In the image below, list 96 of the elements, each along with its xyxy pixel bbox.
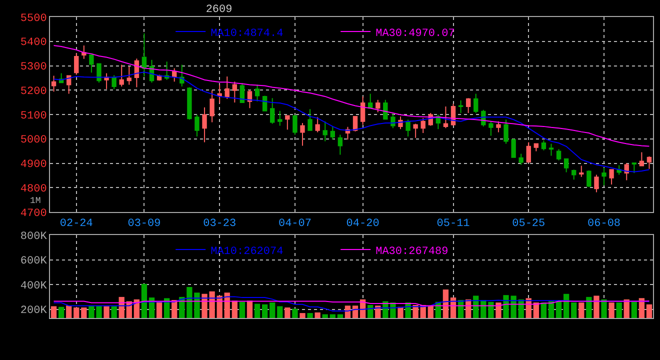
candlestick: [420, 118, 426, 134]
candlestick: [548, 143, 554, 156]
legend-label: MA30:267489: [376, 246, 448, 258]
legend-label: MA10:4874.4: [210, 28, 284, 40]
candlestick: [602, 167, 606, 186]
x-tick-label: 03-09: [128, 218, 161, 230]
y-tick-label: 200K: [20, 305, 48, 318]
candlestick: [210, 90, 214, 123]
candlestick: [66, 75, 72, 94]
candlestick: [300, 122, 305, 146]
candlestick: [541, 140, 546, 151]
y-tick-label: 5300: [20, 62, 47, 74]
candlestick: [564, 158, 569, 173]
candlestick: [616, 164, 622, 176]
candlestick: [639, 152, 644, 166]
candlestick: [632, 162, 636, 174]
candlestick: [556, 148, 562, 161]
candlestick: [458, 100, 464, 114]
candlestick: [224, 76, 230, 100]
x-tick-label: 06-08: [588, 218, 621, 230]
candlestick: [646, 156, 652, 170]
candlestick: [518, 153, 524, 166]
y-tick-label: 5000: [20, 134, 47, 147]
candlestick: [232, 81, 238, 104]
candlestick: [89, 54, 94, 74]
candlestick: [368, 93, 373, 109]
y-tick-label: 4800: [20, 183, 47, 196]
candlestick: [82, 45, 86, 60]
candlestick: [308, 108, 312, 131]
candlestick: [278, 110, 282, 126]
candlestick: [534, 143, 539, 152]
line-series: [53, 45, 650, 147]
candlestick: [624, 162, 629, 181]
candlestick: [496, 120, 501, 133]
candlestick: [112, 74, 116, 90]
legend-label: MA10:262074: [210, 246, 284, 258]
candlestick: [285, 115, 290, 130]
candlestick: [126, 66, 132, 86]
candlestick: [292, 115, 298, 136]
x-tick-label: 03-23: [203, 218, 236, 230]
y-tick-label: 4700: [20, 208, 47, 220]
candlestick: [488, 120, 494, 136]
candlestick: [254, 84, 260, 102]
candlestick: [119, 64, 124, 87]
candlestick: [526, 142, 531, 163]
candlestick: [51, 75, 56, 92]
text: 1M: [30, 196, 41, 206]
candlestick: [504, 119, 508, 144]
candlestick: [443, 106, 448, 129]
y-tick-label: 800K: [20, 230, 48, 243]
candlestick: [383, 99, 388, 120]
y-tick-label: 5400: [20, 37, 47, 50]
line-series: [53, 72, 650, 172]
x-tick-label: 04-07: [278, 218, 312, 230]
candlestick: [609, 169, 614, 185]
y-tick-label: 400K: [20, 280, 48, 292]
y-tick-label: 4900: [20, 159, 47, 172]
legend-label: MA30:4970.07: [376, 28, 455, 40]
candlestick: [172, 68, 177, 82]
y-tick-label: 5200: [20, 86, 47, 98]
candlestick: [572, 169, 576, 180]
chart-title: 2609: [206, 4, 232, 16]
candlestick: [586, 170, 592, 188]
candlestick: [511, 138, 516, 158]
candlestick: [594, 174, 599, 193]
candlestick: [322, 120, 328, 142]
x-tick-label: 05-25: [512, 218, 546, 230]
candlestick: [338, 134, 343, 156]
candlestick: [360, 96, 366, 126]
candlestick: [247, 89, 252, 109]
candlestick: [270, 98, 275, 124]
x-tick-label: 02-24: [60, 218, 94, 230]
y-tick-label: 5500: [20, 12, 47, 25]
candlestick: [187, 86, 192, 120]
candlestick: [474, 93, 478, 114]
candlestick: [104, 72, 109, 90]
candlestick: [390, 112, 396, 129]
candlestick: [240, 82, 245, 104]
x-tick-label: 04-20: [346, 218, 380, 230]
candlestick: [376, 99, 380, 113]
candlestick: [406, 119, 410, 137]
candlestick: [315, 116, 320, 133]
x-tick-label: 05-11: [436, 218, 470, 230]
candlestick: [74, 52, 79, 76]
y-tick-label: 600K: [20, 256, 48, 268]
candlestick: [180, 64, 184, 87]
candlestick: [579, 165, 584, 178]
candlestick: [330, 126, 335, 140]
candlestick: [202, 106, 207, 143]
y-tick-label: 5100: [20, 110, 47, 122]
candlestick: [217, 84, 222, 104]
candlestick: [413, 123, 418, 138]
candlestick: [96, 63, 102, 84]
candlestick: [142, 32, 147, 77]
candlestick: [466, 98, 471, 114]
candlestick: [194, 114, 200, 137]
